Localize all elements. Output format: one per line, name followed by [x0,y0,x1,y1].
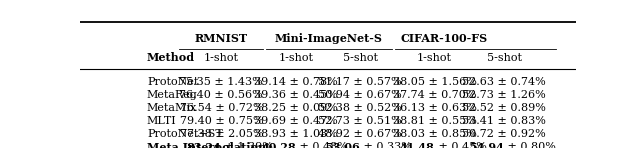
Text: 5-shot: 5-shot [486,53,522,63]
Text: 51.17 ± 0.57%: 51.17 ± 0.57% [319,77,402,87]
Text: MetaMix: MetaMix [147,103,197,113]
Text: 39.14 ± 0.78%: 39.14 ± 0.78% [254,77,338,87]
Text: 77.38 ± 2.05%: 77.38 ± 2.05% [180,129,263,139]
Text: 75.35 ± 1.43%: 75.35 ± 1.43% [179,77,263,87]
Text: 41.48: 41.48 [400,142,435,148]
Text: 1-shot: 1-shot [278,53,313,63]
Text: 76.54 ± 0.72%: 76.54 ± 0.72% [180,103,263,113]
Text: 76.40 ± 0.56%: 76.40 ± 0.56% [179,90,263,100]
Text: 54.94: 54.94 [469,142,504,148]
Text: Meta Interpolation: Meta Interpolation [147,142,266,148]
Text: 48.92 ± 0.67%: 48.92 ± 0.67% [318,129,402,139]
Text: 53.06: 53.06 [326,142,360,148]
Text: ± 1.39%: ± 1.39% [221,142,273,148]
Text: ± 0.33%: ± 0.33% [360,142,412,148]
Text: ± 0.45%: ± 0.45% [435,142,486,148]
Text: 53.41 ± 0.83%: 53.41 ± 0.83% [462,116,546,126]
Text: 52.73 ± 1.26%: 52.73 ± 1.26% [462,90,546,100]
Text: 39.69 ± 0.47%: 39.69 ± 0.47% [254,116,338,126]
Text: 37.74 ± 0.70%: 37.74 ± 0.70% [393,90,476,100]
Text: 40.28: 40.28 [261,142,296,148]
Text: 38.03 ± 0.85%: 38.03 ± 0.85% [393,129,477,139]
Text: 52.63 ± 0.74%: 52.63 ± 0.74% [462,77,546,87]
Text: 52.73 ± 0.51%: 52.73 ± 0.51% [318,116,402,126]
Text: 50.72 ± 0.92%: 50.72 ± 0.92% [462,129,546,139]
Text: 1-shot: 1-shot [417,53,452,63]
Text: 38.93 ± 1.03%: 38.93 ± 1.03% [254,129,338,139]
Text: 38.81 ± 0.55%: 38.81 ± 0.55% [393,116,477,126]
Text: MetaReg: MetaReg [147,90,198,100]
Text: 83.24: 83.24 [187,142,221,148]
Text: MLTI: MLTI [147,116,177,126]
Text: 36.13 ± 0.63%: 36.13 ± 0.63% [393,103,477,113]
Text: ± 0.80%: ± 0.80% [504,142,556,148]
Text: 52.52 ± 0.89%: 52.52 ± 0.89% [462,103,546,113]
Text: ProtoNet+ST: ProtoNet+ST [147,129,223,139]
Text: 50.94 ± 0.67%: 50.94 ± 0.67% [318,90,402,100]
Text: 38.25 ± 0.09%: 38.25 ± 0.09% [254,103,338,113]
Text: 52.38 ± 0.52%: 52.38 ± 0.52% [318,103,402,113]
Text: Method: Method [147,52,195,63]
Text: Mini-ImageNet-S: Mini-ImageNet-S [274,33,382,44]
Text: 5-shot: 5-shot [343,53,378,63]
Text: 1-shot: 1-shot [204,53,239,63]
Text: 39.36 ± 0.45%: 39.36 ± 0.45% [254,90,338,100]
Text: RMNIST: RMNIST [195,33,248,44]
Text: CIFAR-100-FS: CIFAR-100-FS [401,33,488,44]
Text: ± 0.48%: ± 0.48% [296,142,348,148]
Text: 79.40 ± 0.75%: 79.40 ± 0.75% [180,116,263,126]
Text: 38.05 ± 1.56%: 38.05 ± 1.56% [393,77,477,87]
Text: ProtoNet: ProtoNet [147,77,198,87]
